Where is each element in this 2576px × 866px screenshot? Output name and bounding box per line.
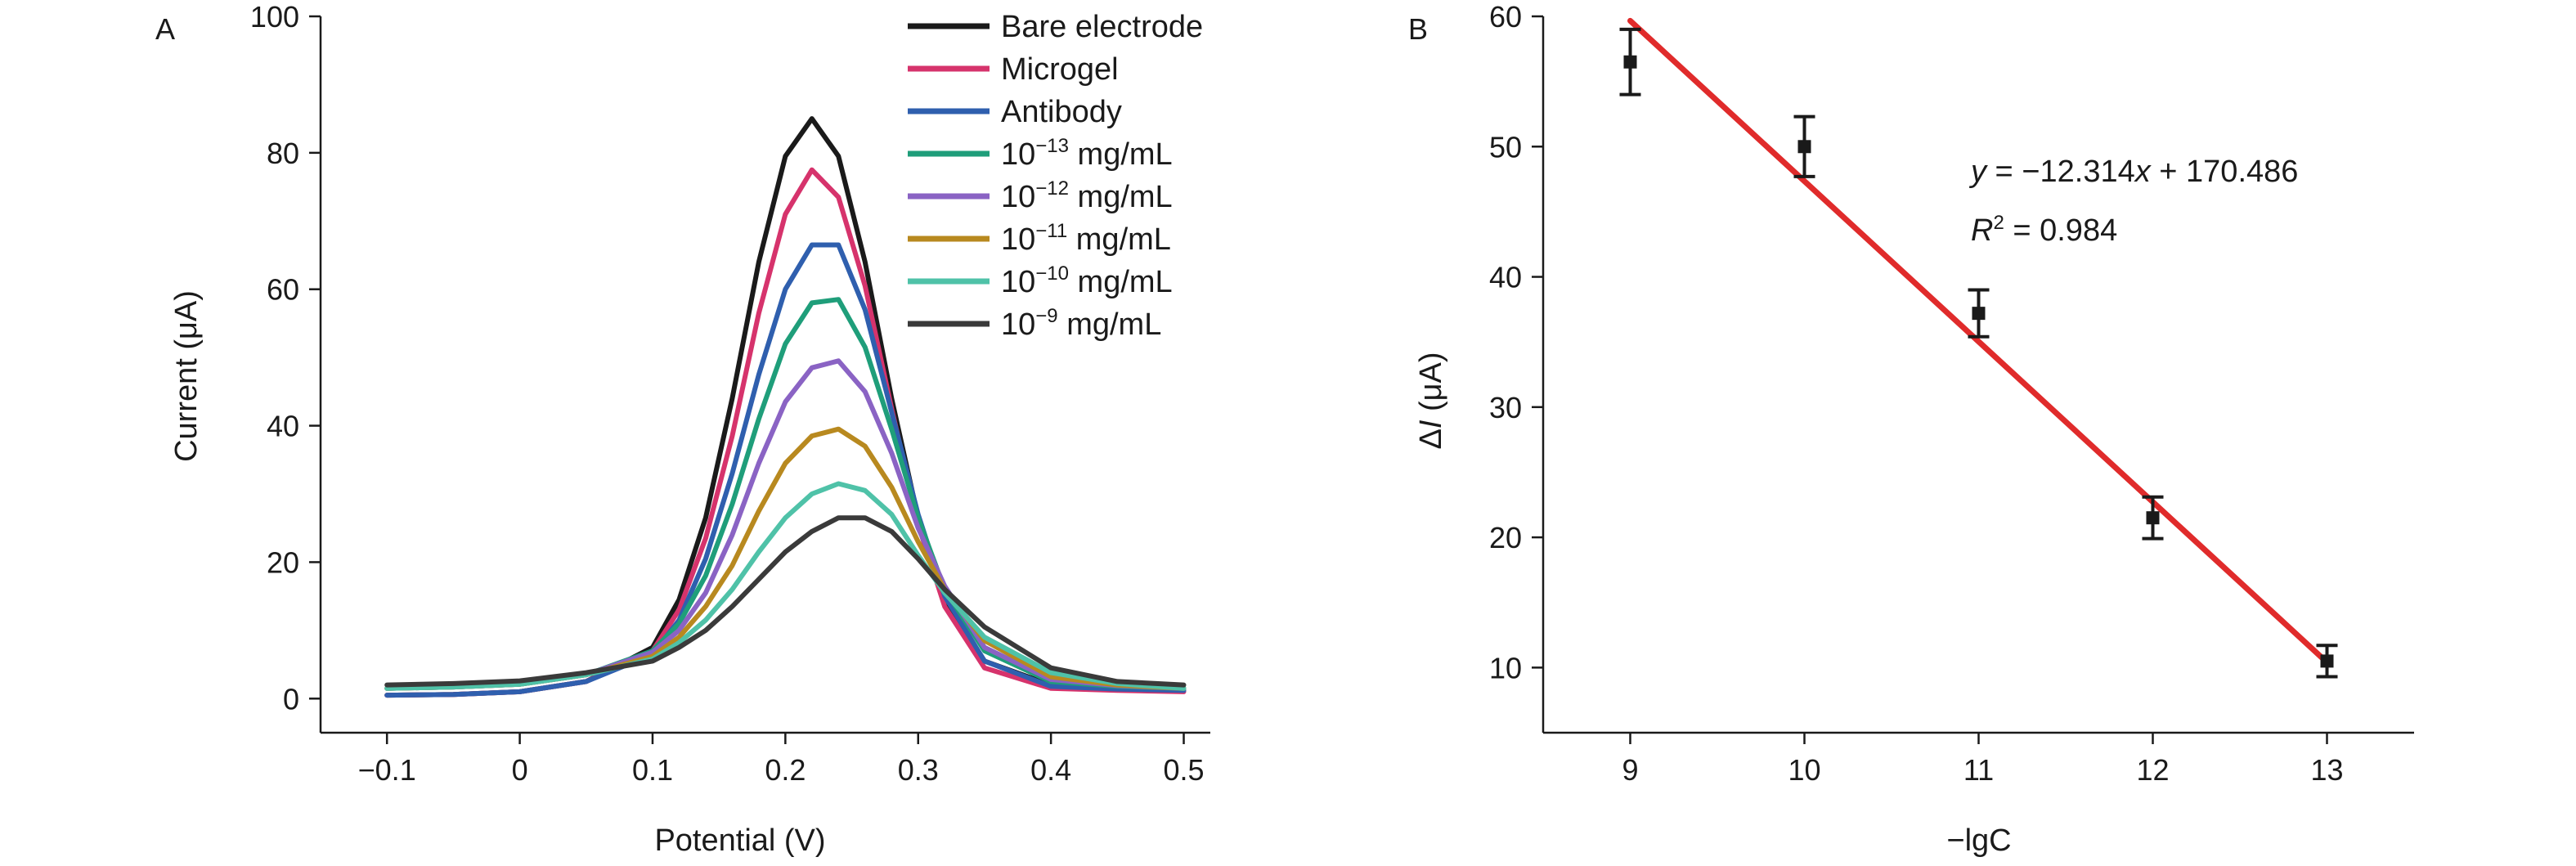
- panel-a-x-tick-label: 0.2: [765, 753, 806, 787]
- panel-b-fit-line: [1627, 17, 2330, 666]
- panel-b-x-tick-label: 13: [2310, 753, 2343, 787]
- r-squared-value: = 0.984: [2004, 213, 2117, 248]
- legend-label-1: Bare electrode: [1001, 10, 1203, 44]
- panel-b-y-tick-label: 60: [1489, 0, 1522, 34]
- r-squared-var: R: [1971, 213, 1993, 248]
- panel-a-series-line-8: [384, 515, 1187, 688]
- equation-x-var: x: [2134, 155, 2152, 189]
- panel-a-y-tick-label: 80: [267, 137, 299, 170]
- data-point: [2320, 654, 2334, 668]
- panel-a-y-tick-label: 60: [267, 273, 299, 307]
- fit-equation: y = −12.314x + 170.486: [1968, 155, 2298, 189]
- r-squared: R2 = 0.984: [1971, 212, 2117, 248]
- data-point: [2146, 511, 2160, 525]
- legend-label-6: 10−11 mg/mL: [1001, 220, 1171, 257]
- panel-b-y-tick-label: 30: [1489, 391, 1522, 424]
- panel-a-y-tick-label: 40: [267, 410, 299, 443]
- panel-a-y-tick-label: 20: [267, 545, 299, 579]
- panel-b-y-tick-label: 20: [1489, 521, 1522, 554]
- fit-line: [1627, 17, 2330, 666]
- panel-a-series-line-3: [384, 242, 1187, 698]
- panel-b-y-tick-label: 40: [1489, 261, 1522, 294]
- panel-b-x-tick-label: 9: [1622, 753, 1638, 787]
- panel-a-series-line-5: [384, 358, 1187, 691]
- panel-b-chart: B 10 20 30 40 50 60 9 10 11 12 13 y = −12.314x + 1…: [1408, 0, 2414, 858]
- y-axis-unit: (μA): [1414, 352, 1448, 420]
- y-axis-delta: Δ: [1414, 429, 1448, 449]
- panel-a-y-axis-label: Current (μA): [169, 290, 204, 462]
- legend-label-3: Antibody: [1001, 95, 1122, 129]
- panel-a-x-tick-label: 0.4: [1030, 753, 1071, 787]
- y-axis-var: I: [1414, 420, 1448, 429]
- panel-a-axes: 0 20 40 60 80 100 −0.1 0 0.1 0.2 0.3 0.4 0.5: [250, 0, 1210, 787]
- panel-b-axes: 10 20 30 40 50 60 9 10 11 12 13: [1489, 0, 2414, 787]
- equation-intercept: + 170.486: [2151, 155, 2299, 189]
- panel-a-series-line-7: [384, 481, 1187, 691]
- panel-a-label: A: [155, 12, 175, 46]
- panel-b-x-tick-label: 10: [1788, 753, 1820, 787]
- data-point: [1972, 307, 1986, 321]
- equation-y-var: y: [1968, 155, 1988, 189]
- panel-a-legend: Bare electrode Microgel Antibody 10−13 mg/m…: [908, 10, 1203, 342]
- panel-a-series-line-6: [384, 426, 1187, 691]
- panel-a-series-line-2: [384, 167, 1187, 698]
- panel-b-x-tick-label: 12: [2136, 753, 2169, 787]
- equation-slope: = −12.314: [1986, 155, 2135, 189]
- panel-a-x-tick-label: 0.5: [1163, 753, 1204, 787]
- panel-b-x-axis-label: −lgC: [1946, 823, 2011, 858]
- panel-a-y-tick-label: 0: [283, 682, 299, 716]
- panel-a-y-tick-label: 100: [250, 0, 299, 34]
- legend-label-7: 10−10 mg/mL: [1001, 262, 1173, 299]
- panel-a-chart: A 0 20 40 60 80 100 −0.1 0 0.1 0.2 0.3 0.4 0.5 Bare …: [155, 0, 1210, 858]
- panel-a-series: [384, 116, 1187, 698]
- legend-label-4: 10−13 mg/mL: [1001, 135, 1173, 172]
- panel-b-y-axis-label: ΔI (μA): [1414, 352, 1448, 449]
- panel-b-y-tick-label: 10: [1489, 651, 1522, 684]
- panel-a-x-tick-label: 0.1: [632, 753, 673, 787]
- data-point: [1623, 55, 1637, 69]
- panel-b-x-tick-label: 11: [1963, 753, 1994, 787]
- panel-a-series-line-4: [384, 297, 1187, 691]
- data-point: [1797, 140, 1811, 154]
- panel-a-x-tick-label: 0.3: [898, 753, 939, 787]
- panel-b-label: B: [1408, 12, 1428, 46]
- panel-b-points: [1619, 27, 2338, 679]
- panel-a-x-tick-label: 0: [512, 753, 528, 787]
- panel-a-x-axis-label: Potential (V): [654, 823, 825, 858]
- legend-label-2: Microgel: [1001, 52, 1119, 87]
- panel-a-x-tick-label: −0.1: [358, 753, 416, 787]
- panel-b-y-tick-label: 50: [1489, 130, 1522, 164]
- r-squared-exp: 2: [1993, 212, 2004, 234]
- legend-label-8: 10−9 mg/mL: [1001, 305, 1161, 342]
- legend-label-5: 10−12 mg/mL: [1001, 177, 1173, 214]
